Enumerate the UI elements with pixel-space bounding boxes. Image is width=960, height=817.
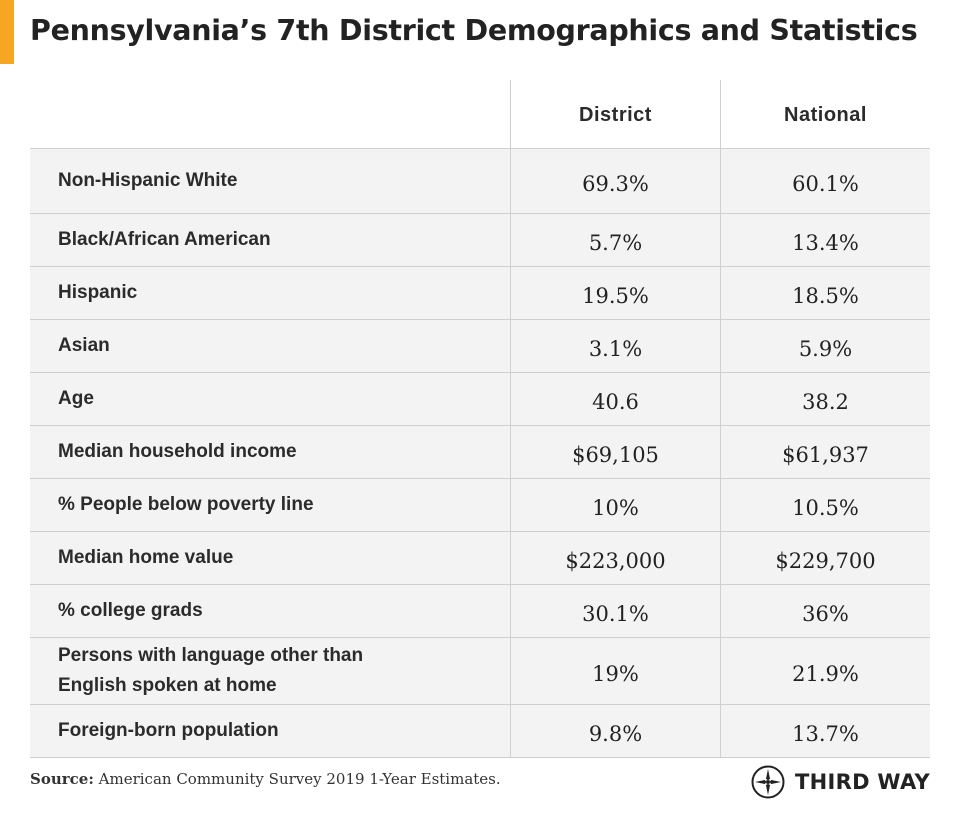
source-label: Source: [30,770,94,788]
district-value: 5.7% [510,214,720,266]
logo-text: THIRD WAY [795,770,930,794]
demographics-table: District National Non-Hispanic White 69.… [30,80,930,758]
row-label: % college grads [58,600,203,621]
national-value: 21.9% [720,638,930,704]
district-value: 3.1% [510,320,720,372]
row-label: Hispanic [58,282,138,303]
district-value: 9.8% [510,705,720,757]
table-row: Age 40.6 38.2 [30,372,930,425]
page-title: Pennsylvania’s 7th District Demographics… [30,14,918,47]
source-text: American Community Survey 2019 1-Year Es… [98,770,501,788]
compass-star-icon [751,765,785,799]
district-value: $69,105 [510,426,720,478]
row-label: % People below poverty line [58,494,314,515]
row-label: Persons with language other than English… [30,638,510,704]
row-label: Non-Hispanic White [58,170,238,191]
district-value: 40.6 [510,373,720,425]
table-row: Black/African American 5.7% 13.4% [30,213,930,266]
row-label: Asian [58,335,110,356]
national-value: 13.4% [720,214,930,266]
row-label: Median household income [58,441,297,462]
district-value: 19.5% [510,267,720,319]
national-value: 10.5% [720,479,930,531]
district-value: 30.1% [510,585,720,637]
column-header-national: National [720,80,930,148]
table-row: Median household income $69,105 $61,937 [30,425,930,478]
source-note: Source: American Community Survey 2019 1… [30,770,501,788]
national-value: $229,700 [720,532,930,584]
third-way-logo: THIRD WAY [751,765,930,799]
table-row: Persons with language other than English… [30,637,930,704]
district-value: 10% [510,479,720,531]
national-value: 60.1% [720,149,930,213]
row-label: Age [58,388,94,409]
national-value: 18.5% [720,267,930,319]
column-header-district: District [510,80,720,148]
national-value: 38.2 [720,373,930,425]
table-row: % People below poverty line 10% 10.5% [30,478,930,531]
table-row: Hispanic 19.5% 18.5% [30,266,930,319]
header-blank [30,80,510,148]
row-label-line: Persons with language other than [58,645,364,666]
national-value: 36% [720,585,930,637]
district-value: 69.3% [510,149,720,213]
national-value: 5.9% [720,320,930,372]
national-value: 13.7% [720,705,930,757]
table-header: District National [30,80,930,148]
district-value: 19% [510,638,720,704]
table-row: Foreign-born population 9.8% 13.7% [30,704,930,758]
table-row: Asian 3.1% 5.9% [30,319,930,372]
table-row: % college grads 30.1% 36% [30,584,930,637]
accent-bar [0,0,14,64]
row-label: Foreign-born population [58,720,279,741]
national-value: $61,937 [720,426,930,478]
table-row: Median home value $223,000 $229,700 [30,531,930,584]
row-label: Median home value [58,547,234,568]
row-label: Black/African American [58,229,271,250]
table-row: Non-Hispanic White 69.3% 60.1% [30,148,930,213]
row-label-line: English spoken at home [58,675,277,696]
district-value: $223,000 [510,532,720,584]
